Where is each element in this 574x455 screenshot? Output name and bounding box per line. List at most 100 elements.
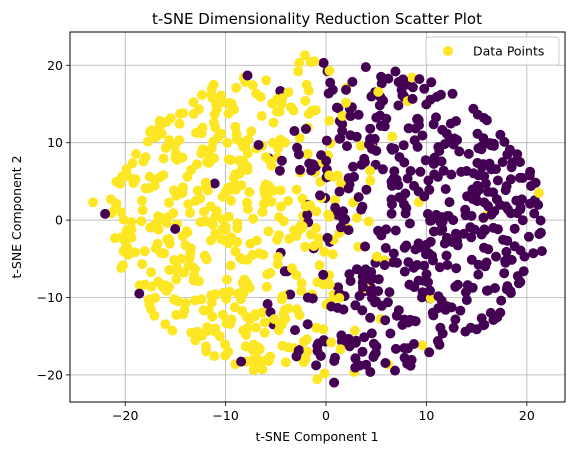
point-class-1 bbox=[365, 175, 376, 186]
point-class-0 bbox=[359, 153, 370, 164]
x-tick-label: 0 bbox=[322, 408, 330, 423]
point-class-1 bbox=[261, 75, 272, 86]
point-class-0 bbox=[478, 212, 489, 223]
point-class-0 bbox=[463, 148, 474, 159]
point-class-1 bbox=[257, 207, 268, 217]
point-class-0 bbox=[377, 164, 388, 175]
point-class-1 bbox=[263, 226, 274, 237]
point-class-0 bbox=[290, 325, 300, 336]
point-class-1 bbox=[221, 293, 232, 304]
point-class-1 bbox=[238, 156, 249, 166]
point-class-0 bbox=[322, 232, 333, 243]
point-class-0 bbox=[502, 235, 513, 246]
point-class-0 bbox=[358, 281, 368, 292]
point-class-0 bbox=[409, 282, 420, 293]
point-class-1 bbox=[334, 293, 345, 303]
point-class-0 bbox=[465, 322, 476, 333]
point-class-1 bbox=[300, 354, 311, 364]
point-class-1 bbox=[371, 251, 382, 262]
point-class-0 bbox=[292, 142, 303, 153]
point-class-0 bbox=[466, 232, 477, 243]
point-class-0 bbox=[472, 157, 483, 168]
point-class-1 bbox=[274, 325, 284, 336]
point-class-0 bbox=[454, 146, 465, 157]
point-class-0 bbox=[441, 250, 452, 261]
point-class-1 bbox=[130, 247, 140, 258]
point-class-0 bbox=[488, 138, 499, 149]
point-class-1 bbox=[204, 148, 215, 159]
x-tick-label: −10 bbox=[212, 408, 238, 423]
point-class-1 bbox=[220, 187, 231, 198]
point-class-0 bbox=[483, 244, 494, 255]
point-class-0 bbox=[302, 319, 313, 330]
point-class-1 bbox=[222, 274, 232, 285]
point-class-0 bbox=[472, 195, 482, 206]
point-class-1 bbox=[216, 128, 227, 139]
y-axis-label: t-SNE Component 2 bbox=[9, 155, 24, 278]
point-class-0 bbox=[350, 300, 361, 311]
point-class-1 bbox=[171, 274, 182, 285]
point-class-1 bbox=[301, 334, 312, 345]
point-class-1 bbox=[137, 259, 148, 270]
point-class-0 bbox=[394, 152, 405, 163]
point-class-0 bbox=[433, 291, 444, 302]
point-class-1 bbox=[203, 305, 214, 316]
point-class-1 bbox=[355, 140, 366, 151]
point-class-0 bbox=[336, 336, 347, 347]
point-class-0 bbox=[437, 124, 448, 135]
point-class-1 bbox=[164, 197, 174, 208]
point-class-1 bbox=[158, 213, 169, 224]
point-class-1 bbox=[276, 201, 286, 212]
point-class-0 bbox=[390, 225, 401, 236]
point-class-0 bbox=[513, 278, 524, 289]
point-class-1 bbox=[226, 98, 237, 109]
point-class-1 bbox=[212, 206, 222, 217]
point-class-0 bbox=[530, 177, 541, 188]
point-class-0 bbox=[528, 248, 539, 259]
point-class-0 bbox=[524, 170, 535, 181]
point-class-1 bbox=[242, 280, 253, 291]
point-class-1 bbox=[300, 241, 310, 252]
point-class-1 bbox=[184, 252, 195, 263]
point-class-1 bbox=[287, 263, 297, 274]
point-class-0 bbox=[393, 305, 404, 316]
point-class-0 bbox=[410, 123, 421, 134]
point-class-0 bbox=[432, 171, 443, 182]
point-class-0 bbox=[321, 135, 332, 146]
point-class-0 bbox=[488, 222, 499, 233]
point-class-0 bbox=[341, 84, 351, 95]
point-class-1 bbox=[189, 270, 199, 281]
point-class-0 bbox=[426, 77, 437, 88]
point-class-1 bbox=[208, 291, 219, 302]
point-class-0 bbox=[315, 190, 325, 201]
point-class-1 bbox=[261, 281, 272, 292]
legend-marker bbox=[443, 46, 453, 56]
point-class-0 bbox=[481, 257, 492, 268]
point-class-0 bbox=[170, 224, 181, 234]
point-class-0 bbox=[338, 304, 349, 315]
point-class-0 bbox=[374, 100, 385, 111]
point-class-1 bbox=[210, 122, 221, 133]
point-class-1 bbox=[330, 195, 340, 206]
point-class-0 bbox=[100, 208, 111, 219]
point-class-1 bbox=[210, 323, 221, 334]
point-class-0 bbox=[375, 120, 386, 131]
point-class-1 bbox=[299, 50, 310, 61]
point-class-1 bbox=[263, 356, 274, 366]
point-class-1 bbox=[199, 206, 209, 217]
point-class-1 bbox=[144, 183, 155, 194]
point-class-0 bbox=[390, 343, 401, 354]
point-class-0 bbox=[408, 262, 419, 273]
point-class-0 bbox=[353, 109, 364, 120]
point-class-0 bbox=[351, 335, 362, 346]
point-class-1 bbox=[259, 327, 270, 338]
point-class-1 bbox=[118, 246, 129, 257]
point-class-1 bbox=[251, 322, 261, 333]
point-class-1 bbox=[327, 249, 338, 260]
point-class-0 bbox=[435, 89, 446, 100]
point-class-0 bbox=[502, 204, 513, 215]
point-class-0 bbox=[393, 100, 404, 111]
point-class-1 bbox=[251, 235, 262, 246]
point-class-0 bbox=[476, 313, 487, 324]
point-class-1 bbox=[185, 207, 195, 218]
